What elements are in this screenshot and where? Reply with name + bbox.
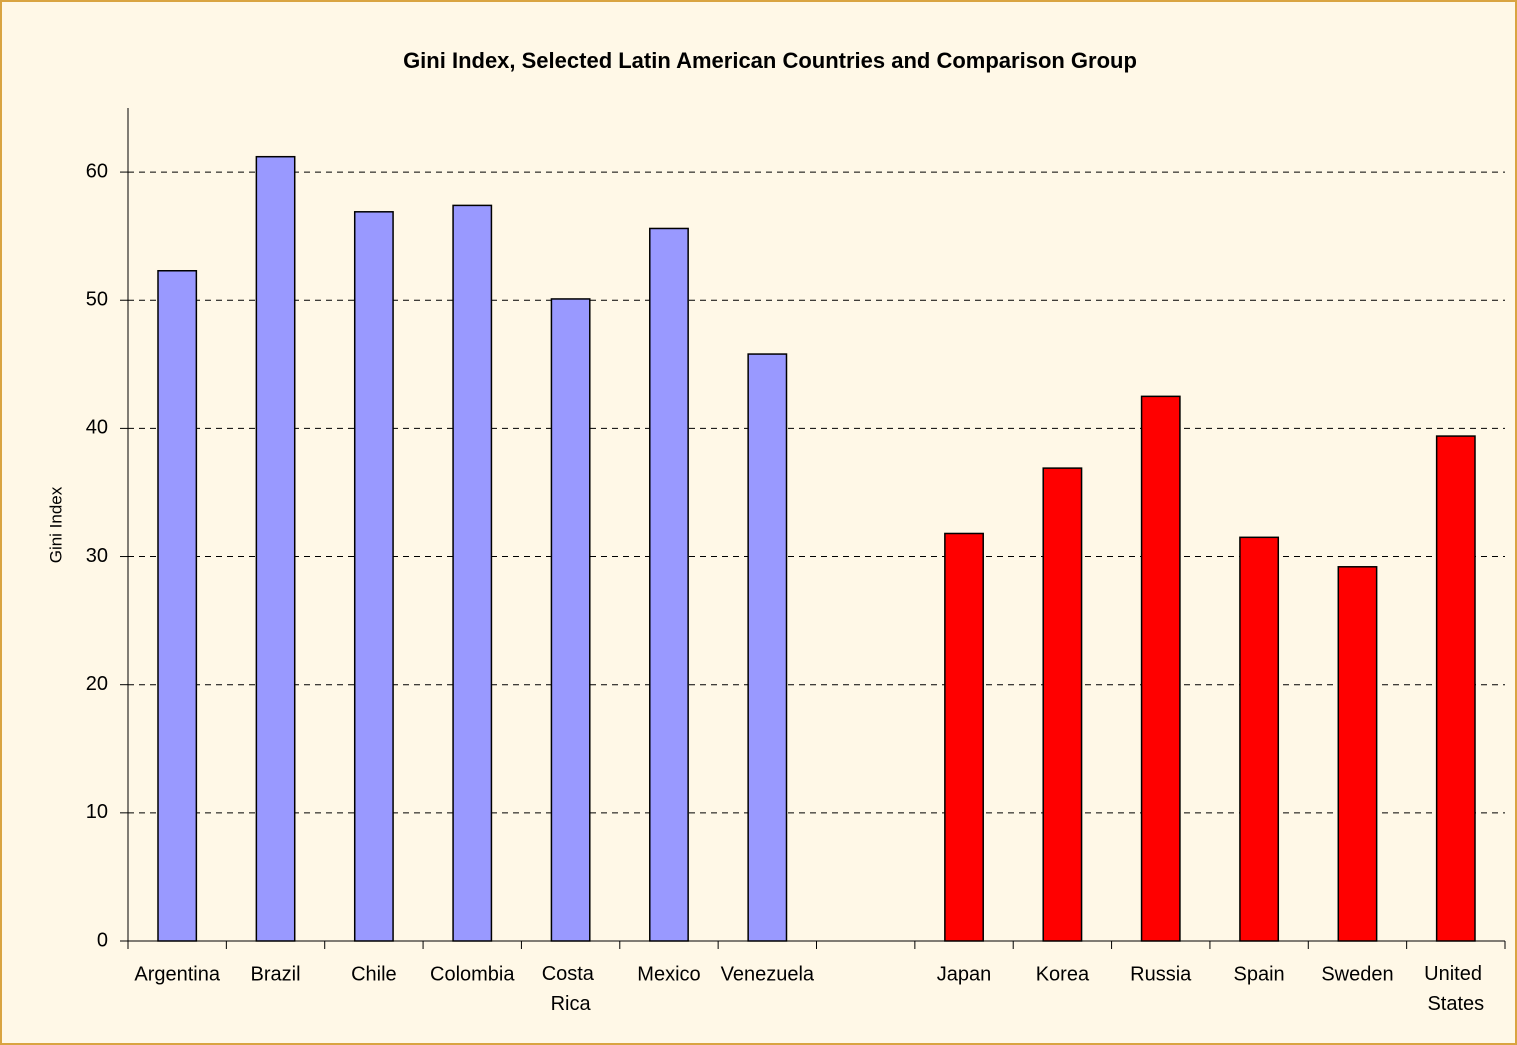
bar: [1435, 435, 1476, 942]
y-axis-label: Gini Index: [46, 486, 65, 563]
bar: [157, 270, 198, 942]
bar: [550, 298, 591, 942]
y-tick-label: 30: [86, 545, 108, 567]
x-tick-label: Russia: [1130, 963, 1192, 985]
bar: [353, 211, 394, 942]
y-tick-label: 60: [86, 160, 108, 182]
bar: [1140, 395, 1181, 942]
x-tick-label: Korea: [1036, 963, 1090, 985]
chart-title: Gini Index, Selected Latin American Coun…: [403, 48, 1137, 73]
y-tick-label: 40: [86, 417, 108, 439]
x-tick-label: Spain: [1234, 963, 1285, 985]
x-tick-label: Venezuela: [721, 963, 815, 985]
x-tick-label: Chile: [351, 963, 397, 985]
y-tick-label: 20: [86, 673, 108, 695]
x-tick-label: Costa Rica: [542, 963, 600, 1015]
y-tick-label: 10: [86, 801, 108, 823]
x-tick-label: United States: [1424, 963, 1487, 1015]
y-tick-label: 0: [97, 929, 108, 951]
x-tick-label: Argentina: [134, 963, 220, 985]
bar: [452, 204, 493, 942]
x-tick-label: Sweden: [1321, 963, 1393, 985]
bar: [1239, 536, 1280, 942]
bar: [747, 353, 788, 942]
x-tick-label: Mexico: [637, 963, 700, 985]
bar: [649, 227, 689, 942]
bar: [1042, 467, 1083, 942]
y-tick-label: 50: [86, 289, 108, 311]
x-tick-label: Colombia: [430, 963, 515, 985]
bar: [944, 532, 984, 942]
x-tick-label: Brazil: [251, 963, 301, 985]
bar: [255, 155, 296, 942]
bar: [1337, 566, 1378, 942]
x-tick-label: Japan: [937, 963, 992, 985]
